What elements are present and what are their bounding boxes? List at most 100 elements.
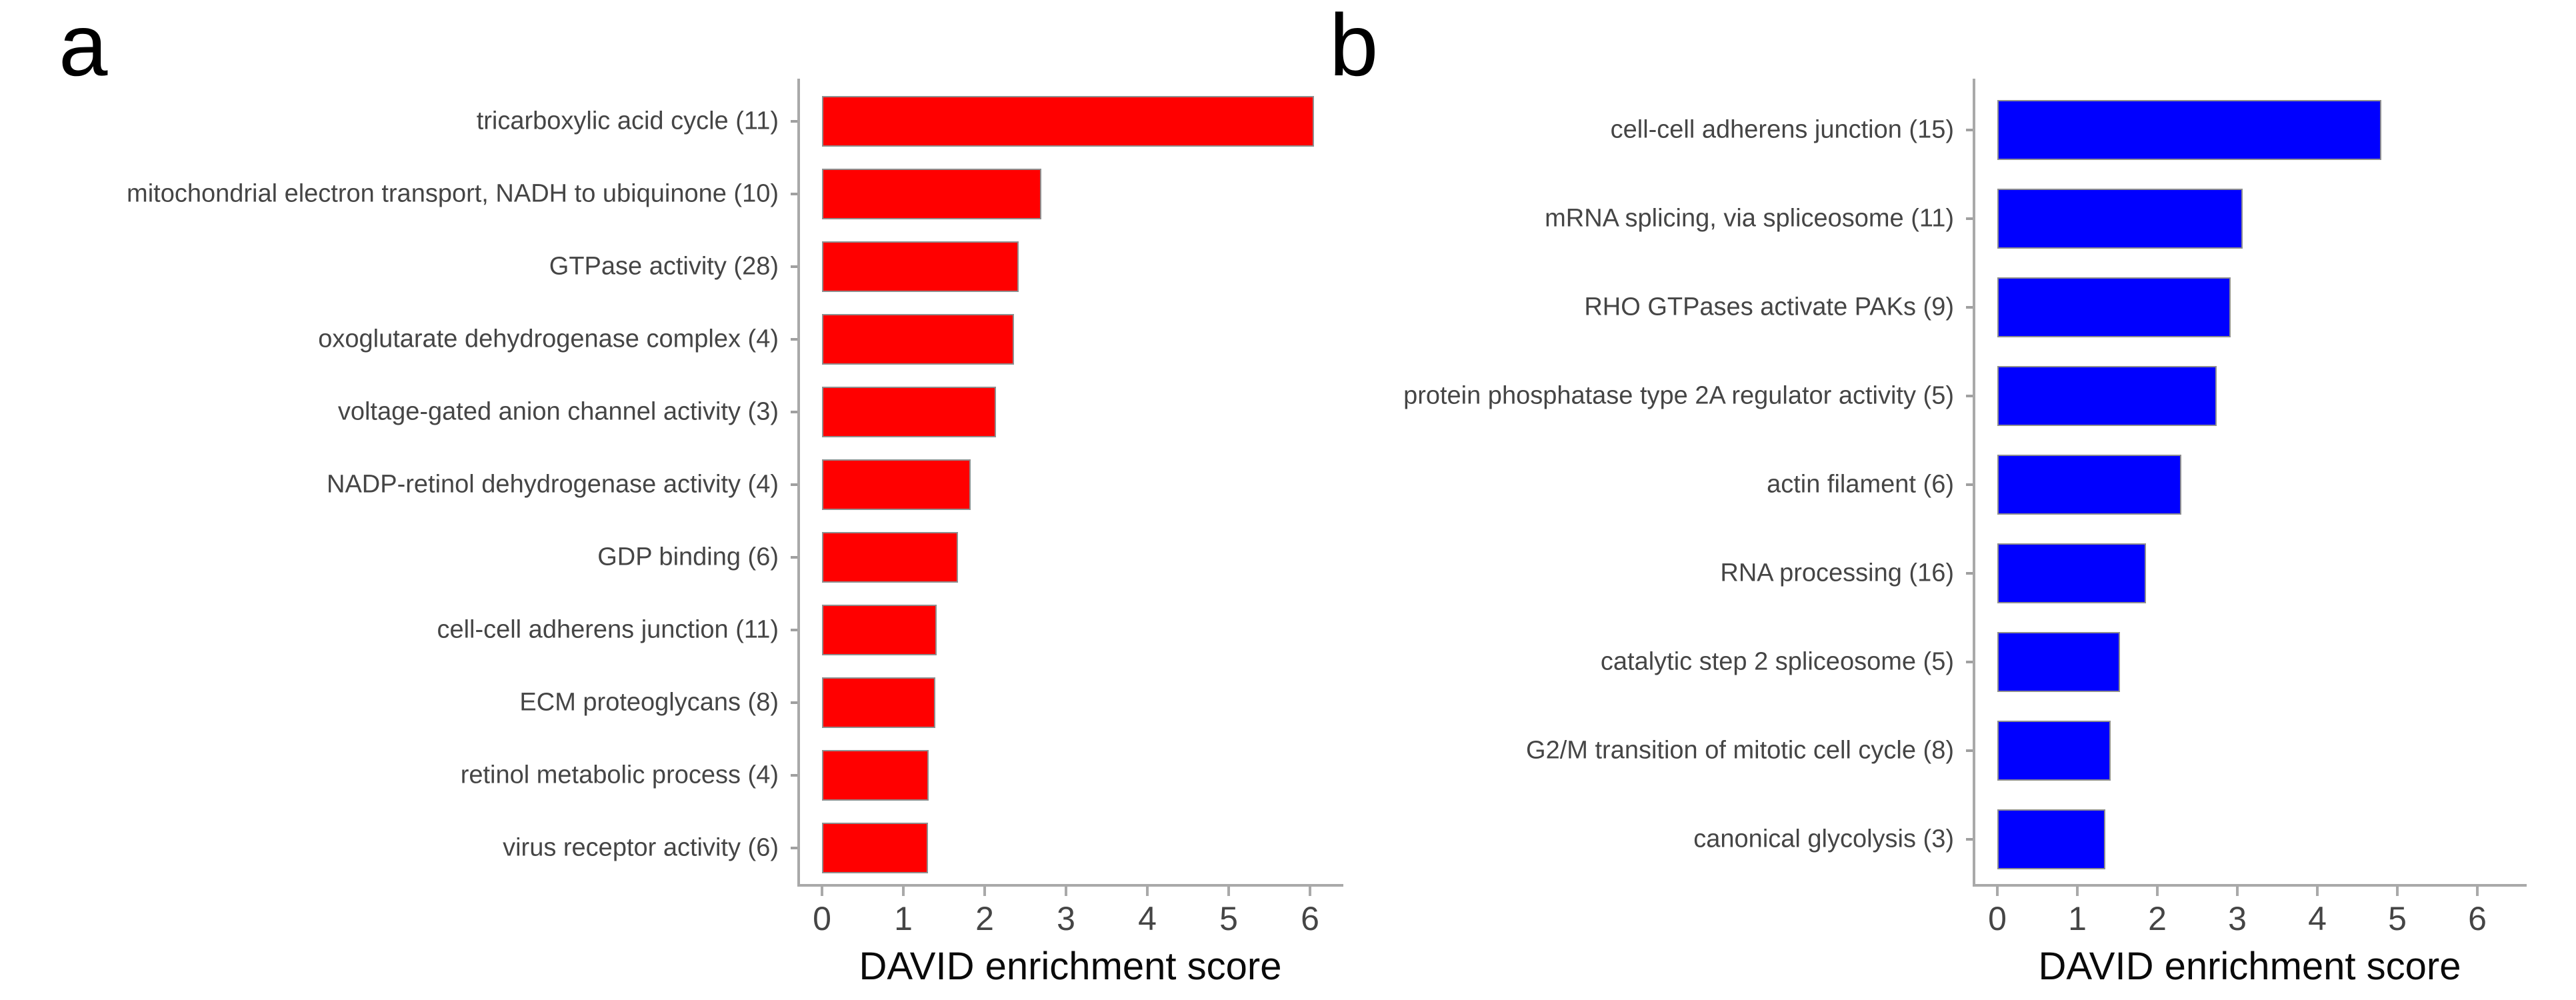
category-tick <box>1966 128 1973 131</box>
x-tick-label: 0 <box>1988 900 2007 937</box>
rows: tricarboxylic acid cycle (11) mitochondri… <box>127 79 1343 884</box>
x-tick-label: 6 <box>2468 900 2487 937</box>
x-tick-label: 3 <box>1057 900 1075 937</box>
bar-row: tricarboxylic acid cycle (11) <box>477 85 1343 158</box>
category-label: RNA processing (16) <box>1720 559 1954 587</box>
category-tick <box>1966 305 1973 309</box>
category-label: voltage-gated anion channel activity (3) <box>337 397 779 426</box>
category-label: GTPase activity (28) <box>549 252 779 281</box>
x-tick-label: 4 <box>1138 900 1157 937</box>
bar-row: voltage-gated anion channel activity (3) <box>338 376 1343 449</box>
bar <box>822 314 1014 365</box>
category-tick <box>791 846 797 849</box>
category-tick <box>1966 838 1973 841</box>
category-tick <box>791 701 797 704</box>
category-tick <box>791 193 797 196</box>
category-label: NADP-retinol dehydrogenase activity (4) <box>327 470 779 499</box>
category-tick <box>791 120 797 123</box>
bar <box>1997 99 2381 160</box>
category-label: cell-cell adherens junction (11) <box>437 615 779 644</box>
x-tick-label: 3 <box>2228 900 2247 937</box>
bar <box>822 169 1042 220</box>
x-axis-line <box>797 884 1343 887</box>
x-tick-label: 5 <box>1219 900 1238 937</box>
bar-row: cell-cell adherens junction (15) <box>1611 85 2527 174</box>
bar <box>1997 365 2217 426</box>
category-label: oxoglutarate dehydrogenase complex (4) <box>318 325 779 353</box>
category-label: mRNA splicing, via spliceosome (11) <box>1545 204 1954 233</box>
category-tick <box>791 628 797 631</box>
bar-row: oxoglutarate dehydrogenase complex (4) <box>318 303 1343 376</box>
x-tick-mark <box>1996 887 1999 896</box>
bar-row: mitochondrial electron transport, NADH t… <box>127 158 1343 231</box>
category-label: G2/M transition of mitotic cell cycle (8… <box>1526 736 1954 765</box>
y-axis-line <box>797 79 800 884</box>
bar-row: actin filament (6) <box>1767 440 2527 529</box>
bar-row: RHO GTPases activate PAKs (9) <box>1584 263 2527 351</box>
panel-b-letter: b <box>1329 0 1379 94</box>
bar <box>822 241 1019 293</box>
x-axis-title: DAVID enrichment score <box>2038 945 2461 988</box>
category-tick <box>1966 749 1973 753</box>
x-tick-label: 2 <box>975 900 994 937</box>
bar-row: ECM proteoglycans (8) <box>519 666 1343 739</box>
category-tick <box>1966 483 1973 486</box>
bar <box>822 749 929 801</box>
x-axis: DAVID enrichment score 0 1 2 3 4 5 6 <box>1973 884 2527 1000</box>
bar-row: GDP binding (6) <box>597 521 1343 593</box>
panel-a-chart: tricarboxylic acid cycle (11) mitochondri… <box>127 79 1343 1000</box>
panel-b-chart: cell-cell adherens junction (15) mRNA spl… <box>1403 79 2527 1000</box>
x-tick-mark <box>2156 887 2159 896</box>
x-tick-label: 1 <box>2068 900 2087 937</box>
x-tick-label: 2 <box>2148 900 2167 937</box>
category-label: retinol metabolic process (4) <box>460 761 779 789</box>
x-tick-mark <box>1065 887 1067 896</box>
bar <box>822 387 997 438</box>
bar-row: catalytic step 2 spliceosome (5) <box>1601 618 2527 707</box>
bar-row: virus receptor activity (6) <box>503 811 1343 884</box>
category-tick <box>791 483 797 486</box>
bar-row: cell-cell adherens junction (11) <box>437 593 1343 666</box>
x-tick-label: 0 <box>813 900 831 937</box>
x-tick-mark <box>2476 887 2479 896</box>
category-label: RHO GTPases activate PAKs (9) <box>1584 293 1954 321</box>
category-label: protein phosphatase type 2A regulator ac… <box>1403 381 1954 410</box>
category-tick <box>791 773 797 777</box>
x-tick-mark <box>2076 887 2079 896</box>
bar-row: retinol metabolic process (4) <box>461 739 1343 811</box>
x-tick-mark <box>1146 887 1149 896</box>
x-tick-mark <box>821 887 823 896</box>
category-tick <box>791 265 797 269</box>
bar-row: GTPase activity (28) <box>549 231 1343 303</box>
bar <box>1997 721 2111 781</box>
bar-row: G2/M transition of mitotic cell cycle (8… <box>1526 707 2527 795</box>
x-axis: DAVID enrichment score 0 1 2 3 4 5 6 <box>797 884 1343 1000</box>
y-axis-line <box>1973 79 1975 884</box>
panel-a: a tricarboxylic acid cycle (11) mitochond… <box>59 1 1343 987</box>
bar <box>822 604 937 655</box>
category-label: actin filament (6) <box>1767 470 1954 499</box>
x-axis-line <box>1973 884 2527 887</box>
bar <box>1997 543 2147 604</box>
bar <box>822 96 1315 147</box>
category-label: cell-cell adherens junction (15) <box>1610 115 1954 144</box>
bar-row: protein phosphatase type 2A regulator ac… <box>1403 351 2527 440</box>
x-tick-mark <box>2316 887 2319 896</box>
category-label: virus receptor activity (6) <box>503 833 779 862</box>
x-tick-label: 4 <box>2308 900 2327 937</box>
category-tick <box>1966 394 1973 397</box>
bar <box>822 531 958 583</box>
x-tick-mark <box>1309 887 1311 896</box>
category-label: canonical glycolysis (3) <box>1693 825 1954 853</box>
bar <box>1997 188 2243 249</box>
bar <box>1997 454 2181 515</box>
rows: cell-cell adherens junction (15) mRNA spl… <box>1403 79 2527 884</box>
category-label: mitochondrial electron transport, NADH t… <box>127 179 779 208</box>
category-tick <box>791 338 797 341</box>
bar-row: NADP-retinol dehydrogenase activity (4) <box>327 449 1343 521</box>
x-tick-label: 6 <box>1301 900 1319 937</box>
x-tick-mark <box>902 887 905 896</box>
category-tick <box>791 411 797 414</box>
bar <box>1997 632 2120 693</box>
bar <box>1997 809 2105 870</box>
